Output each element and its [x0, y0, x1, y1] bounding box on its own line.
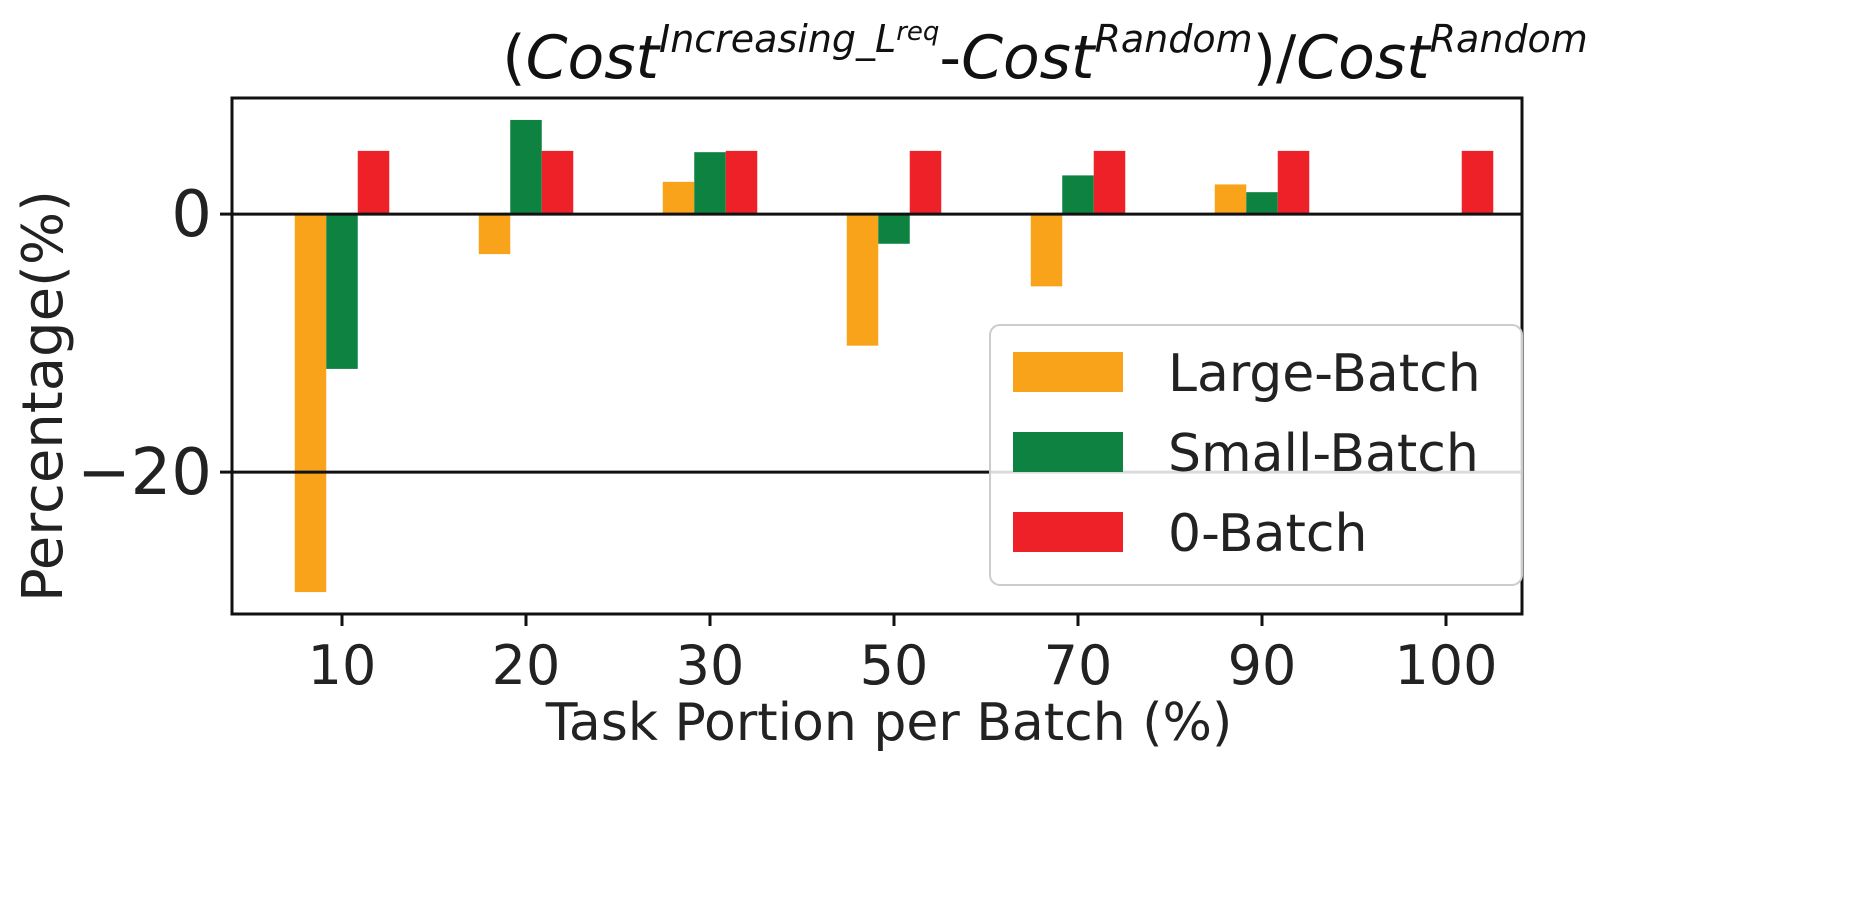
bar-large-batch-50: [846, 214, 879, 346]
title-close-paren-slash: )/: [1253, 23, 1297, 93]
legend: Large-Batch Small-Batch 0-Batch: [989, 324, 1523, 586]
bar-0-batch-90: [1277, 150, 1310, 215]
legend-swatch-large-batch: [1013, 352, 1123, 392]
bar-large-batch-90: [1214, 184, 1247, 215]
x-tick-label: 90: [1228, 634, 1297, 697]
title-open-paren: (: [502, 23, 525, 93]
x-tick-label: 20: [492, 634, 561, 697]
x-tick-label: 10: [308, 634, 377, 697]
y-tick-label: −20: [77, 436, 212, 510]
bar-small-batch-70: [1062, 175, 1094, 215]
x-tick-label: 70: [1044, 634, 1113, 697]
x-tick-label: 30: [676, 634, 745, 697]
bar-0-batch-100: [1461, 150, 1494, 215]
bar-0-batch-30: [725, 150, 758, 215]
bar-0-batch-10: [357, 150, 390, 215]
x-axis-ticks: 10 20 30 50 70 90 100: [308, 614, 1498, 697]
title-cost-1: Cost: [526, 23, 662, 93]
title-sup-random-2: Random: [1430, 17, 1588, 61]
title-sup-req: req: [896, 17, 939, 47]
bar-small-batch-90: [1246, 192, 1278, 215]
bar-small-batch-20: [510, 119, 542, 215]
legend-swatch-small-batch: [1013, 432, 1123, 472]
bar-0-batch-70: [1093, 150, 1126, 215]
bar-0-batch-50: [909, 150, 942, 215]
y-axis-ticks: 0 −20: [77, 178, 232, 510]
bar-large-batch-10: [294, 214, 327, 593]
title-sup-increasing: Increasing_L: [659, 17, 896, 61]
legend-label-large-batch: Large-Batch: [1168, 344, 1481, 404]
bar-small-batch-10: [326, 214, 358, 369]
chart-title: (CostIncreasing_Lreq-CostRandom)/CostRan…: [502, 17, 1588, 93]
bar-large-batch-30: [662, 181, 695, 215]
title-sup-random-1: Random: [1094, 17, 1252, 61]
legend-swatch-0-batch: [1013, 512, 1123, 552]
bar-large-batch-70: [1030, 214, 1063, 287]
bar-small-batch-30: [694, 152, 726, 215]
legend-label-small-batch: Small-Batch: [1168, 424, 1479, 484]
bar-0-batch-20: [541, 150, 574, 215]
x-tick-label: 100: [1394, 634, 1497, 697]
bar-small-batch-50: [878, 214, 910, 244]
legend-label-0-batch: 0-Batch: [1168, 504, 1367, 564]
title-cost-3: Cost: [1296, 23, 1432, 93]
y-tick-label: 0: [171, 178, 212, 252]
title-dash: -: [939, 23, 961, 93]
x-axis-title: Task Portion per Batch (%): [545, 693, 1233, 753]
bar-large-batch-20: [478, 214, 511, 255]
y-axis-title: Percentage(%): [11, 190, 76, 602]
x-tick-label: 50: [860, 634, 929, 697]
title-cost-2: Cost: [961, 23, 1097, 93]
bars-group: [294, 119, 1494, 593]
